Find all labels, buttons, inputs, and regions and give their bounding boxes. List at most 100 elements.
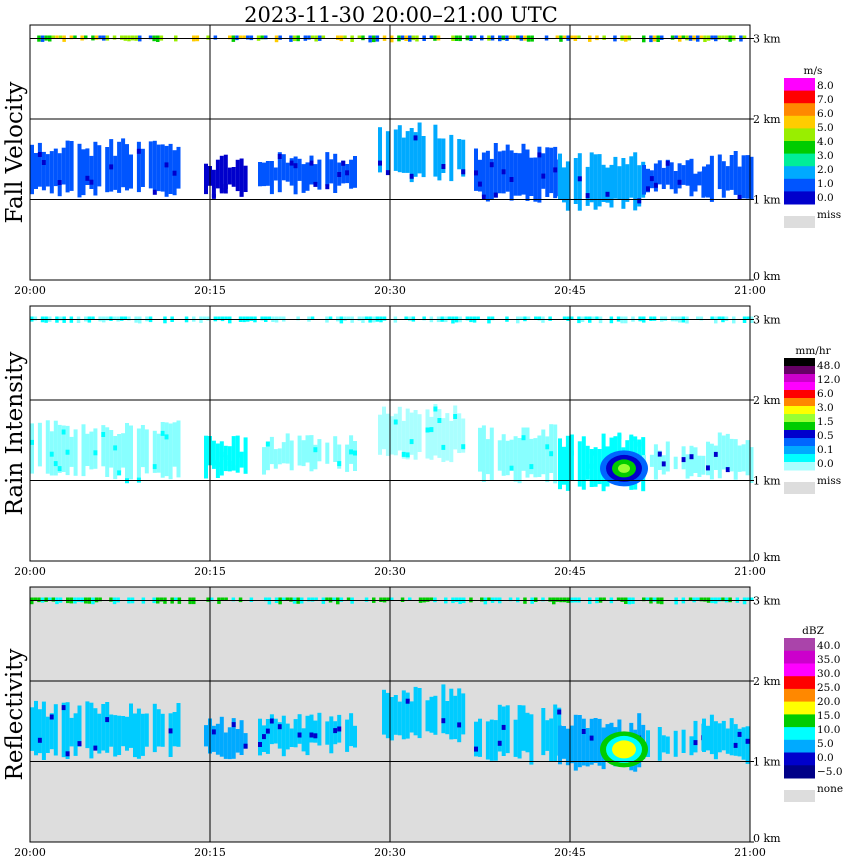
echo-cell	[160, 144, 165, 192]
colorbar-swatch	[784, 374, 815, 383]
echo-cell	[176, 703, 181, 747]
colorbar-missing-swatch	[784, 482, 815, 494]
echo-cell	[262, 734, 266, 740]
echo-cell	[160, 422, 165, 478]
echo-cell	[549, 451, 554, 457]
echo-cell	[30, 439, 34, 445]
echo-cell	[513, 719, 518, 757]
colorbar-level: 5.0	[817, 738, 834, 750]
echo-cell	[501, 724, 506, 730]
strip-cell	[339, 597, 344, 602]
echo-cell	[405, 692, 410, 739]
colorbar-level: 0.1	[817, 444, 834, 456]
strip-cell	[249, 597, 254, 602]
echo-cell	[497, 151, 502, 194]
strip-cell	[454, 597, 459, 602]
echo-cell	[509, 439, 514, 470]
strip-cell	[555, 35, 560, 39]
echo-cell	[113, 436, 118, 480]
echo-cell	[140, 713, 145, 756]
strip-cell	[710, 316, 714, 320]
colorbar-swatch	[784, 714, 815, 728]
panel-ylabel: Rain Intensity	[2, 351, 28, 515]
echo-cell	[313, 733, 318, 739]
height-tick-label: 3 km	[753, 33, 781, 46]
strip-cell	[69, 35, 74, 40]
echo-cell	[341, 160, 346, 184]
echo-cell	[449, 134, 454, 182]
echo-layer	[378, 404, 466, 463]
echo-cell	[227, 446, 232, 472]
echo-layer	[30, 700, 181, 760]
echo-cell	[41, 160, 46, 165]
echo-cell	[109, 164, 114, 170]
echo-cell	[537, 152, 542, 158]
echo-cell	[553, 424, 558, 484]
echo-cell	[409, 128, 414, 183]
echo-cell	[385, 170, 390, 176]
echo-cell	[702, 718, 706, 752]
strip-cell	[379, 597, 383, 602]
echo-cell	[219, 441, 224, 476]
strip-cell	[508, 597, 513, 602]
echo-cell	[585, 470, 590, 476]
echo-cell	[93, 745, 98, 751]
echo-cell	[293, 156, 298, 195]
colorbar-level: 7.0	[817, 94, 834, 106]
panel-rain-intensity: 0 km 1 km 2 km 3 km 20:00 20:15 20:30 20:45 21:0…	[2, 305, 841, 578]
strip-cell	[231, 597, 236, 602]
echo-cell	[565, 728, 570, 766]
panel-reflectivity: 0 km 1 km 2 km 3 km 20:00 20:15 20:30 20:45 21:0…	[2, 586, 843, 859]
echo-cell	[706, 164, 710, 198]
echo-cell	[389, 416, 394, 455]
colorbar-level: 0.0	[817, 752, 834, 764]
strip-cell	[710, 35, 714, 40]
echo-cell	[313, 444, 318, 470]
strip-cell	[80, 597, 84, 603]
strip-cell	[728, 597, 732, 603]
strip-cell	[109, 316, 113, 321]
echo-cell	[409, 701, 414, 733]
strip-cell	[627, 35, 632, 41]
strip-cell	[422, 316, 426, 321]
echo-cell	[409, 412, 414, 455]
strip-cell	[516, 597, 520, 603]
echo-cell	[489, 427, 494, 481]
strip-cell	[289, 597, 293, 602]
echo-cell	[481, 152, 486, 197]
strip-cell	[699, 597, 704, 602]
echo-cell	[53, 148, 58, 187]
strip-cell	[638, 316, 642, 322]
echo-cell	[613, 156, 618, 199]
echo-cell	[49, 713, 54, 750]
echo-cell	[239, 451, 244, 468]
echo-cell	[313, 164, 318, 184]
strip-cell	[76, 597, 81, 602]
colorbar-swatch	[784, 414, 815, 423]
strip-cell	[699, 316, 704, 321]
echo-cell	[223, 154, 228, 194]
echo-cell	[156, 709, 161, 747]
echo-cell	[478, 159, 482, 192]
echo-cell	[585, 193, 590, 199]
echo-cell	[646, 168, 650, 193]
echo-cell	[725, 467, 730, 473]
echo-cell	[677, 163, 682, 189]
echo-cell	[537, 435, 542, 477]
time-tick-label: 20:30	[374, 565, 406, 578]
echo-cell	[333, 436, 338, 462]
echo-cell	[589, 718, 594, 765]
strip-cell	[346, 316, 351, 320]
echo-cell	[657, 160, 662, 185]
echo-cell	[413, 686, 418, 736]
strip-cell	[91, 35, 95, 41]
panel-ylabel: Reflectivity	[2, 649, 28, 781]
echo-cell	[733, 151, 738, 195]
time-tick-label: 20:00	[14, 565, 46, 578]
echo-cell	[713, 451, 718, 457]
strip-cell	[260, 35, 264, 40]
height-tick-label: 3 km	[753, 314, 781, 327]
echo-cell	[349, 713, 354, 747]
strip-cell	[465, 316, 470, 321]
echo-cell	[569, 434, 574, 481]
